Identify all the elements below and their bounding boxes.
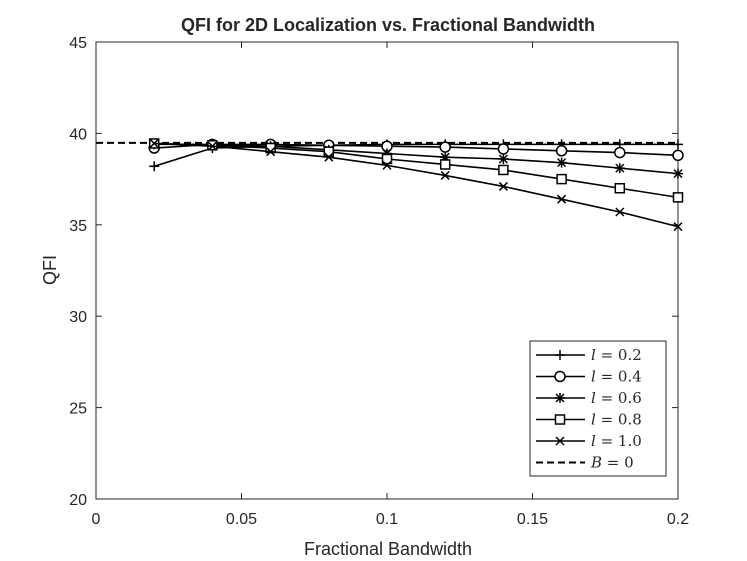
data-point (498, 181, 508, 191)
x-tick-label: 0.2 (667, 511, 689, 528)
x-tick-label: 0.15 (517, 511, 548, 528)
data-point (672, 192, 684, 203)
y-tick-label: 35 (69, 218, 87, 235)
data-point (672, 149, 684, 162)
legend-variable: B (590, 454, 602, 472)
legend-value: = 0.8 (596, 411, 642, 429)
legend-marker (555, 350, 565, 360)
data-point (381, 153, 393, 165)
y-tick-label: 20 (69, 492, 87, 509)
legend-entry: l = 0.4 (591, 368, 642, 386)
data-point (498, 153, 509, 164)
data-point (556, 173, 567, 185)
data-point (439, 141, 451, 153)
legend-entry: B = 0 (590, 454, 634, 472)
data-point (440, 170, 450, 180)
data-point (557, 194, 567, 204)
data-point (614, 146, 626, 159)
data-point (556, 157, 567, 168)
series-line-2 (154, 143, 679, 175)
legend-variable: l (591, 368, 596, 386)
legend-marker (554, 414, 566, 425)
legend-value: = 0 (602, 454, 634, 472)
chart-title: QFI for 2D Localization vs. Fractional B… (181, 15, 595, 35)
data-point (673, 168, 683, 179)
x-tick-label: 0 (92, 511, 101, 528)
y-tick-label: 45 (69, 35, 87, 52)
legend: l = 0.2l = 0.4l = 0.6l = 0.8l = 1.0B = 0 (529, 340, 667, 477)
x-tick-label: 0.05 (226, 511, 257, 528)
data-point (207, 141, 217, 151)
legend-variable: l (591, 389, 596, 407)
data-point (149, 138, 159, 148)
plot-area: 0 0.05 0.1 0.15 0.2 20 25 30 35 40 45 (69, 35, 689, 528)
y-tick-label: 40 (69, 126, 87, 143)
data-point (498, 164, 509, 176)
series-line-3 (154, 142, 679, 199)
legend-variable: l (591, 432, 596, 450)
data-point (439, 159, 451, 170)
data-point (497, 143, 510, 155)
legend-entry: l = 0.6 (591, 389, 642, 407)
legend-marker (554, 370, 566, 383)
legend-value: = 0.2 (596, 346, 642, 364)
series-line-4 (154, 142, 679, 228)
data-point (382, 160, 392, 170)
data-point (614, 163, 625, 174)
legend-marker (555, 436, 565, 446)
legend-entry: l = 0.2 (591, 346, 642, 364)
y-tick-label: 30 (69, 309, 87, 326)
legend-box (529, 340, 667, 477)
data-point (555, 145, 568, 157)
data-point (614, 182, 626, 194)
legend-value: = 0.4 (596, 368, 642, 386)
legend-variable: l (591, 411, 596, 429)
data-point (324, 152, 334, 162)
data-point (673, 139, 683, 150)
x-tick-label: 0.1 (376, 511, 398, 528)
legend-entry: l = 0.8 (591, 411, 642, 429)
data-point (266, 147, 276, 157)
data-point (673, 222, 683, 232)
data-point (615, 207, 625, 217)
legend-value: = 1.0 (596, 432, 642, 450)
data-point (149, 161, 160, 172)
x-axis-label: Fractional Bandwidth (304, 539, 472, 559)
series-line-1 (154, 143, 679, 157)
legend-marker (555, 393, 565, 403)
legend-value: = 0.6 (596, 389, 642, 407)
y-tick-label: 25 (69, 401, 87, 418)
y-axis-label: QFI (40, 255, 60, 285)
legend-variable: l (591, 346, 596, 364)
legend-entry: l = 1.0 (591, 432, 642, 450)
